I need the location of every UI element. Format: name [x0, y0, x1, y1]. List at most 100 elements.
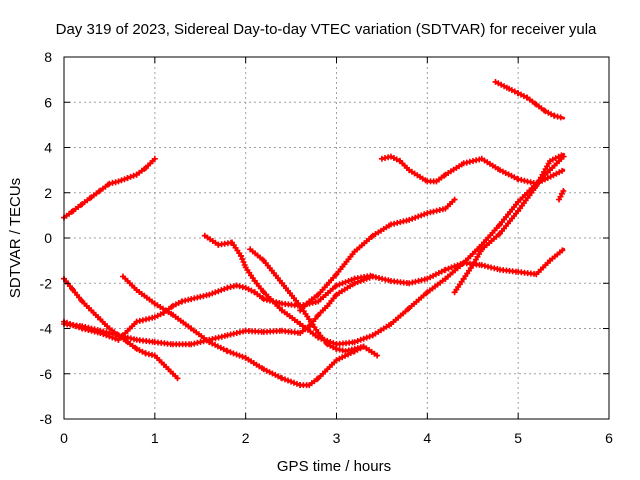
data-point: [279, 375, 285, 382]
y-tick-label: -4: [40, 321, 53, 337]
x-tick-label: 2: [242, 430, 250, 446]
data-point: [288, 378, 294, 385]
series-12: [492, 78, 566, 121]
data-point: [418, 212, 425, 219]
series-11: [451, 152, 566, 296]
data-point: [142, 350, 149, 357]
data-point: [67, 321, 73, 327]
data-point: [339, 280, 346, 287]
series-layer: [61, 78, 567, 389]
data-point: [379, 275, 386, 282]
data-point: [236, 329, 243, 336]
data-point: [559, 247, 566, 254]
data-point: [558, 152, 565, 159]
series-13: [556, 188, 567, 203]
data-point: [112, 335, 119, 342]
x-tick-label: 0: [60, 430, 68, 446]
data-point: [236, 283, 243, 290]
y-tick-label: -8: [40, 411, 53, 427]
y-tick-labels: -8 -6 -4 -2 0 2 4 6 8: [40, 49, 53, 427]
series-line: [298, 198, 457, 312]
y-tick-label: 6: [44, 94, 52, 110]
data-point: [109, 334, 116, 341]
x-tick-label: 1: [151, 430, 159, 446]
data-point: [100, 331, 107, 338]
data-point: [448, 264, 455, 271]
x-tick-label: 3: [333, 430, 341, 446]
data-point: [285, 377, 291, 384]
data-point: [174, 375, 181, 382]
data-point: [103, 332, 110, 339]
series-1: [61, 155, 158, 221]
data-point: [182, 297, 189, 304]
data-point: [130, 172, 137, 179]
data-point: [151, 155, 158, 162]
data-point: [345, 278, 352, 284]
x-tick-labels: 0 1 2 3 4 5 6: [60, 430, 613, 446]
data-point: [97, 330, 104, 336]
series-10: [378, 153, 566, 187]
data-point: [442, 266, 449, 273]
data-point: [227, 349, 234, 356]
x-axis-label: GPS time / hours: [277, 458, 391, 475]
series-7: [201, 153, 567, 348]
series-6: [120, 273, 381, 389]
y-tick-label: 2: [44, 185, 52, 201]
data-point: [218, 333, 225, 340]
data-point: [146, 315, 153, 322]
data-point: [121, 176, 128, 183]
data-point: [209, 290, 216, 297]
data-point: [133, 318, 140, 325]
y-tick-label: -6: [40, 366, 53, 382]
series-line: [371, 247, 566, 285]
data-point: [423, 290, 430, 297]
y-tick-label: 4: [44, 140, 52, 156]
data-point: [191, 340, 198, 347]
data-point: [560, 188, 567, 194]
data-point: [215, 288, 222, 295]
chart-title: Day 319 of 2023, Sidereal Day-to-day VTE…: [56, 21, 597, 38]
data-point: [115, 178, 122, 185]
data-point: [348, 276, 355, 283]
y-axis-label: SDTVAR / TECUs: [7, 178, 24, 298]
series-4: [369, 247, 566, 287]
series-8: [247, 246, 366, 355]
y-tick-label: -2: [40, 275, 53, 291]
data-point: [294, 380, 300, 387]
data-point: [409, 215, 416, 222]
data-point: [218, 287, 225, 294]
data-point: [118, 177, 125, 184]
data-point: [366, 333, 373, 340]
data-point: [357, 344, 364, 351]
data-point: [360, 335, 367, 342]
data-point: [200, 293, 207, 300]
y-tick-label: 8: [44, 49, 52, 65]
data-point: [291, 379, 297, 386]
x-tick-label: 5: [514, 430, 522, 446]
data-point: [357, 336, 364, 343]
data-point: [127, 335, 134, 342]
data-point: [363, 334, 370, 341]
data-point: [481, 262, 488, 269]
data-point: [406, 216, 413, 223]
data-point: [559, 167, 566, 174]
data-point: [230, 350, 237, 357]
y-tick-label: 0: [44, 230, 52, 246]
data-point: [374, 352, 381, 359]
data-point: [336, 281, 343, 288]
data-point: [106, 333, 113, 340]
data-point: [351, 339, 358, 346]
data-point: [412, 278, 419, 285]
data-point: [70, 322, 76, 329]
data-point: [367, 272, 374, 279]
data-point: [73, 323, 79, 330]
data-point: [354, 345, 361, 352]
data-point: [188, 296, 195, 303]
data-point: [239, 353, 246, 360]
data-point: [224, 348, 231, 355]
data-point: [333, 282, 340, 289]
x-tick-label: 4: [423, 430, 431, 446]
x-tick-label: 6: [605, 430, 613, 446]
data-point: [451, 196, 458, 203]
